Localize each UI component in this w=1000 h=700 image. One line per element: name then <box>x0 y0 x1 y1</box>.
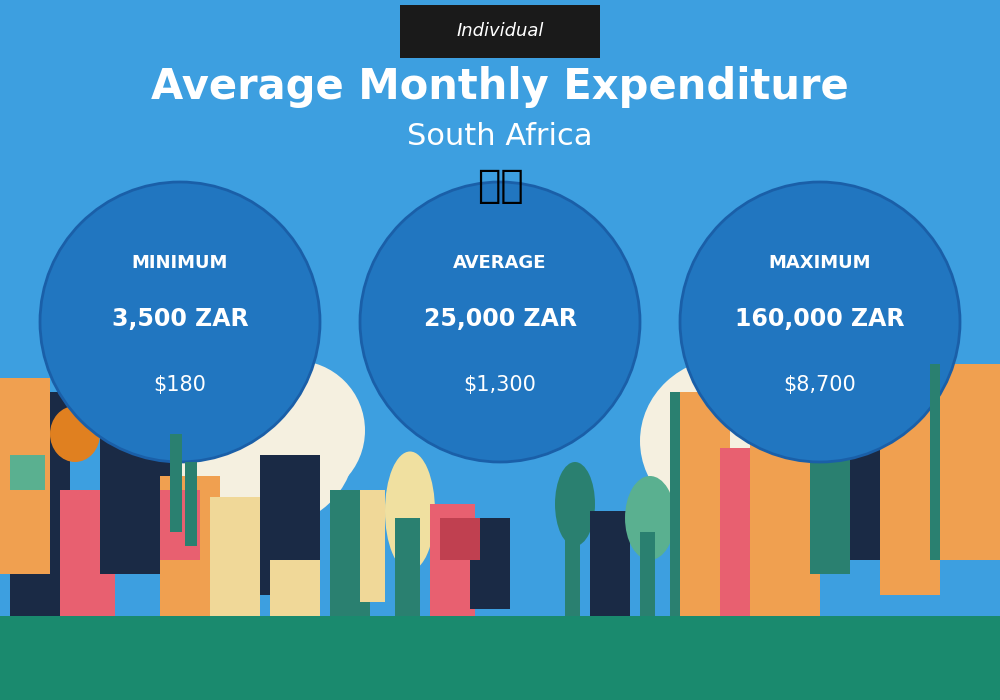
Ellipse shape <box>765 399 815 455</box>
Bar <box>670 392 680 616</box>
Text: 🇸🇦: 🇸🇦 <box>477 167 523 204</box>
Bar <box>210 497 260 616</box>
Ellipse shape <box>640 357 820 525</box>
Text: MAXIMUM: MAXIMUM <box>769 253 871 272</box>
Text: Individual: Individual <box>456 22 544 41</box>
Bar <box>930 364 940 560</box>
Bar <box>60 490 115 616</box>
Text: $180: $180 <box>154 375 206 395</box>
Text: $8,700: $8,700 <box>784 375 856 395</box>
Bar <box>850 392 900 560</box>
Bar <box>670 392 730 616</box>
Text: $1,300: $1,300 <box>464 375 536 395</box>
Ellipse shape <box>685 357 825 497</box>
Bar <box>960 385 1000 560</box>
Bar <box>780 420 820 616</box>
Ellipse shape <box>50 406 100 462</box>
Text: Average Monthly Expenditure: Average Monthly Expenditure <box>151 66 849 108</box>
Text: MINIMUM: MINIMUM <box>132 253 228 272</box>
Bar <box>470 518 510 609</box>
Text: 25,000 ZAR: 25,000 ZAR <box>424 307 576 330</box>
Bar <box>260 455 320 595</box>
Bar <box>160 476 220 616</box>
Bar <box>395 518 420 616</box>
Text: AVERAGE: AVERAGE <box>453 253 547 272</box>
Bar <box>100 420 170 574</box>
Text: South Africa: South Africa <box>407 122 593 151</box>
Bar <box>720 448 760 616</box>
Text: 160,000 ZAR: 160,000 ZAR <box>735 307 905 330</box>
Text: 3,500 ZAR: 3,500 ZAR <box>112 307 248 330</box>
Bar <box>430 504 475 616</box>
Bar <box>170 434 182 532</box>
Ellipse shape <box>625 476 675 560</box>
Ellipse shape <box>385 452 435 570</box>
Bar <box>880 385 940 595</box>
Bar <box>810 434 850 574</box>
Bar <box>930 364 1000 560</box>
Bar <box>640 532 655 616</box>
Ellipse shape <box>40 182 320 462</box>
Bar <box>0 378 50 574</box>
Bar <box>160 490 200 560</box>
Ellipse shape <box>225 360 365 500</box>
Bar <box>270 560 320 616</box>
Ellipse shape <box>555 462 595 546</box>
Bar <box>10 455 45 490</box>
FancyBboxPatch shape <box>400 5 600 58</box>
Ellipse shape <box>680 182 960 462</box>
Ellipse shape <box>175 360 355 528</box>
Ellipse shape <box>360 182 640 462</box>
Bar <box>185 462 197 546</box>
Bar <box>565 518 580 616</box>
Bar <box>750 406 795 616</box>
Bar <box>10 392 70 616</box>
Bar <box>0 616 1000 700</box>
Bar <box>440 518 480 560</box>
Bar <box>590 511 630 616</box>
Bar <box>360 490 385 602</box>
Bar <box>330 490 370 616</box>
